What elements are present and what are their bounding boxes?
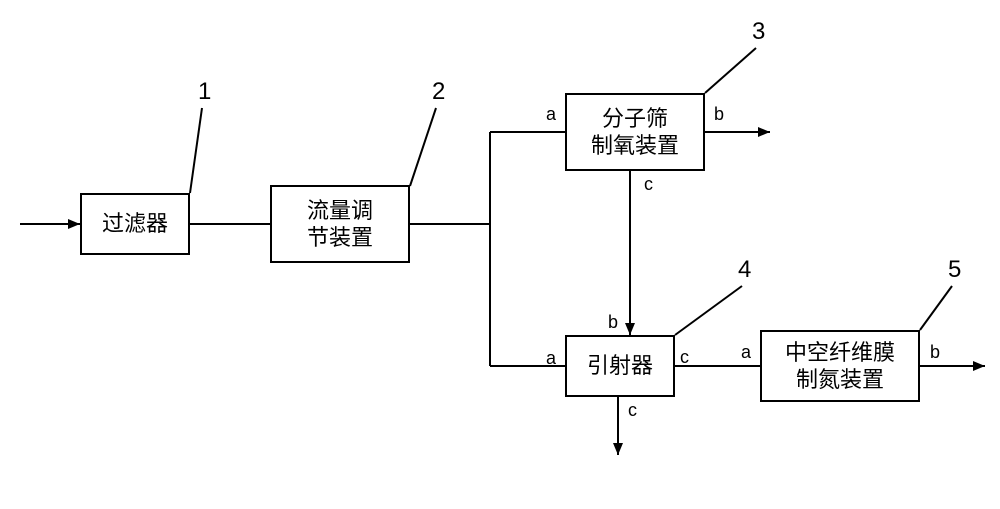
port-n3_c: c [644, 174, 653, 195]
node-filter: 过滤器 [80, 193, 190, 255]
port-n5_a: a [741, 342, 751, 363]
node-label: 引射器 [587, 352, 653, 380]
callout-l5: 5 [948, 256, 961, 284]
node-ejector: 引射器 [565, 335, 675, 397]
callout-l3: 3 [752, 18, 765, 46]
node-molecular-sieve-oxygen: 分子筛 制氧装置 [565, 93, 705, 171]
port-n3_a: a [546, 104, 556, 125]
node-label: 过滤器 [102, 210, 168, 238]
node-label: 中空纤维膜 制氮装置 [785, 339, 895, 394]
node-flow-regulator: 流量调 节装置 [270, 185, 410, 263]
port-n4_c: c [680, 347, 689, 368]
node-hollow-fiber-nitrogen: 中空纤维膜 制氮装置 [760, 330, 920, 402]
port-n4_b: b [608, 312, 618, 333]
diagram-canvas: 过滤器 流量调 节装置 分子筛 制氧装置 引射器 中空纤维膜 制氮装置 a b c a… [0, 0, 1000, 509]
callout-l1: 1 [198, 78, 211, 106]
port-n4_a: a [546, 348, 556, 369]
port-n3_b: b [714, 104, 724, 125]
callout-l2: 2 [432, 78, 445, 106]
node-label: 分子筛 制氧装置 [591, 105, 679, 160]
port-n5_b: b [930, 342, 940, 363]
node-label: 流量调 节装置 [307, 197, 373, 252]
callout-l4: 4 [738, 256, 751, 284]
port-n4_cdn: c [628, 400, 637, 421]
